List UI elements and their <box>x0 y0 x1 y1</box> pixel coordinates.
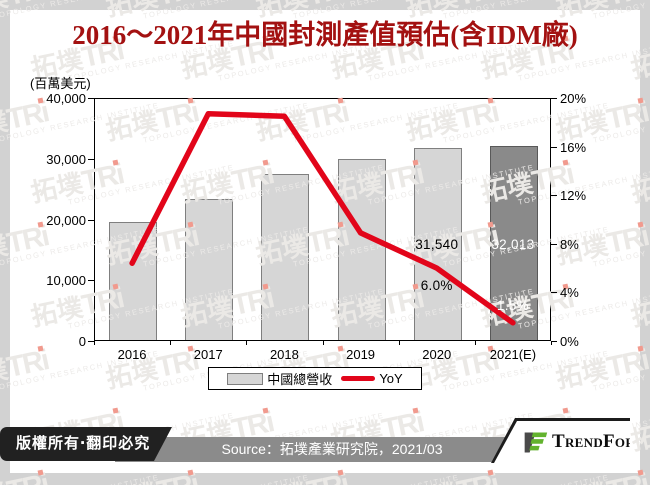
legend-bar-swatch <box>227 372 264 385</box>
bar-2020 <box>413 148 462 340</box>
y-axis-tick-label: 0 <box>78 334 86 349</box>
x-axis-tick-label: 2016 <box>117 347 147 362</box>
left-axis-unit-label: (百萬美元) <box>30 76 91 91</box>
bar-data-label: 31,540 <box>415 237 459 252</box>
yoy-line-chart <box>129 111 516 326</box>
legend-label: 中國總營收 <box>267 372 333 387</box>
y-axis-tick-label: 20,000 <box>46 212 86 228</box>
pct-axis-tick-label: 8% <box>560 236 579 252</box>
y-axis-tick <box>88 280 94 282</box>
chart-legend: 中國總營收 YoY <box>208 367 422 390</box>
bar-data-label: 32,013 <box>491 237 535 252</box>
bar-2016 <box>109 221 158 340</box>
legend-item-line: YoY <box>341 371 403 386</box>
legend-line-swatch <box>341 376 376 381</box>
pct-axis-tick <box>551 292 557 294</box>
trendforce-logo-text: TrendForce <box>552 431 650 452</box>
pct-axis-tick <box>551 146 557 148</box>
x-axis-tick <box>170 341 172 345</box>
x-axis-tick-label: 2021(E) <box>489 347 537 362</box>
bar-2017 <box>185 199 234 340</box>
pct-axis-tick <box>551 243 557 245</box>
brand-panel: TrendForce <box>494 421 630 463</box>
bar-data-label: 6.0% <box>420 278 453 293</box>
legend-item-bar: 中國總營收 <box>227 369 332 388</box>
chart-title: 2016～2021年中國封測產值預估(含IDM廠) <box>72 20 578 50</box>
plot-area <box>94 98 551 341</box>
legend-label: YoY <box>379 371 403 386</box>
y-axis-tick <box>88 219 94 221</box>
x-axis-tick <box>322 341 324 345</box>
x-axis-tick <box>246 341 248 345</box>
pct-axis-tick-label: 16% <box>560 139 587 155</box>
x-axis-tick-label: 2019 <box>346 347 376 362</box>
pct-axis-tick-label: 0% <box>560 334 579 349</box>
pct-axis-tick <box>551 195 557 197</box>
pct-axis-tick-label: 4% <box>560 285 579 301</box>
y-axis-tick-label: 40,000 <box>46 91 86 106</box>
pct-axis-tick <box>551 98 557 99</box>
x-axis-tick <box>474 341 476 345</box>
source-text: Source：拓墣產業研究院，2021/03 <box>221 441 443 457</box>
y-axis-tick <box>88 158 94 160</box>
bar-2019 <box>337 159 386 340</box>
x-axis-tick-label: 2020 <box>422 347 452 362</box>
pct-axis-tick-label: 12% <box>560 188 587 204</box>
bar-data-label: 1.5% <box>496 298 529 313</box>
x-axis-tick <box>551 341 552 345</box>
pct-axis-tick <box>551 341 557 342</box>
y-axis-tick-label: 30,000 <box>46 151 86 167</box>
y-axis-tick-label: 10,000 <box>46 273 86 289</box>
x-axis-tick-label: 2018 <box>269 347 299 362</box>
y-axis-tick <box>88 98 94 99</box>
copyright-text: 版權所有‧翻印必究 <box>16 435 151 452</box>
bar-2021(E) <box>489 145 538 340</box>
copyright-bar: 版權所有‧翻印必究 <box>0 427 172 461</box>
bar-2018 <box>261 173 310 340</box>
trendforce-logo-icon <box>523 430 548 455</box>
x-axis-tick-label: 2017 <box>193 347 223 362</box>
y-axis-tick <box>88 341 94 342</box>
x-axis-tick <box>398 341 400 345</box>
x-axis-tick <box>94 341 95 345</box>
pct-axis-tick-label: 20% <box>560 91 587 106</box>
